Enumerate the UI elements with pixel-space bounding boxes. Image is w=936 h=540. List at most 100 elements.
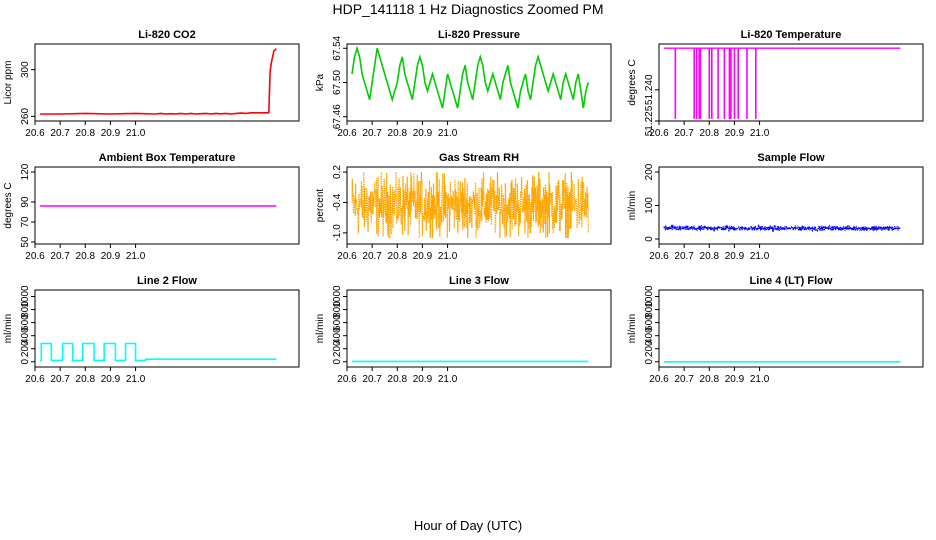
x-tick-label: 20.9 (413, 251, 433, 262)
y-tick-label: 70 (20, 216, 31, 228)
x-tick-label: 21.0 (438, 374, 458, 385)
panel-4: Ambient Box Temperature 20.6 20.7 20.8 20.9 2… (3, 152, 300, 262)
y-tick-label: 200 (20, 340, 31, 357)
y-axis-label: kPa (315, 73, 326, 91)
panel-title: Ambient Box Temperature (99, 152, 236, 164)
x-tick-label: 20.7 (50, 251, 70, 262)
x-tick-label: 21.0 (438, 251, 458, 262)
y-tick-label: 400 (644, 327, 655, 344)
x-tick-label: 20.8 (700, 374, 720, 385)
y-tick-label: 800 (644, 301, 655, 318)
x-tick-label: 20.9 (725, 128, 745, 139)
x-tick-label: 20.6 (649, 374, 669, 385)
y-tick-label: 1000 (644, 285, 655, 308)
x-tick-label: 20.7 (50, 128, 70, 139)
x-tick-label: 20.9 (413, 374, 433, 385)
x-tick-label: 20.6 (25, 251, 45, 262)
y-axis-label: ml/min (3, 314, 14, 343)
x-tick-label: 21.0 (750, 128, 770, 139)
x-tick-label: 20.6 (337, 374, 357, 385)
x-tick-label: 20.8 (700, 251, 720, 262)
y-axis-label: ml/min (315, 314, 326, 343)
plot-frame (346, 166, 612, 245)
y-tick-label: 1000 (332, 285, 343, 308)
x-tick-label: 20.8 (76, 251, 96, 262)
y-tick-label: 120 (20, 163, 31, 180)
x-tick-label: 21.0 (750, 374, 770, 385)
y-tick-label: 0 (20, 359, 31, 365)
plot-frame (658, 289, 924, 368)
x-axis-label: Hour of Day (UTC) (413, 518, 523, 533)
y-tick-label: 260 (20, 108, 31, 125)
x-tick-label: 20.8 (76, 128, 96, 139)
x-tick-label: 20.6 (25, 128, 45, 139)
y-axis-label: percent (315, 189, 326, 223)
panel-8: Line 3 Flow 20.6 20.7 20.8 20.9 21.0 0 20040060… (315, 275, 612, 385)
x-tick-label: 20.7 (674, 128, 694, 139)
panel-7: Line 2 Flow 20.6 20.7 20.8 20.9 21.0 0 20040060… (3, 275, 300, 385)
plot-frame (346, 289, 612, 368)
series-line (351, 172, 589, 238)
panel-title: Li-820 Pressure (438, 29, 520, 41)
x-tick-label: 20.7 (674, 251, 694, 262)
y-tick-label: 400 (332, 327, 343, 344)
y-tick-label: -0.4 (332, 193, 343, 211)
y-tick-label: 67.50 (332, 70, 343, 95)
y-tick-label: 67.54 (332, 35, 343, 60)
series-line (663, 223, 901, 233)
x-tick-label: 20.9 (413, 128, 433, 139)
panel-title: Li-820 Temperature (741, 29, 842, 41)
plot-frame (658, 43, 924, 122)
panel-title: Line 4 (LT) Flow (750, 275, 833, 287)
x-tick-label: 20.8 (388, 251, 408, 262)
y-tick-label: 0 (332, 359, 343, 365)
panel-9: Line 4 (LT) Flow 20.6 20.7 20.8 20.9 21.0 0 200… (627, 275, 924, 385)
x-tick-label: 20.7 (362, 374, 382, 385)
panel-title: Line 2 Flow (137, 275, 197, 287)
y-tick-label: 400 (20, 327, 31, 344)
panel-1: Li-820 CO2 20.6 20.7 20.8 20.9 21.0 260 300 Lico… (3, 29, 300, 139)
x-tick-label: 20.6 (25, 374, 45, 385)
x-tick-label: 20.8 (76, 374, 96, 385)
y-tick-label: 50 (20, 236, 31, 248)
panel-title: Sample Flow (757, 152, 825, 164)
x-tick-label: 21.0 (126, 251, 146, 262)
x-tick-label: 21.0 (126, 374, 146, 385)
y-tick-label: 200 (644, 340, 655, 357)
x-tick-label: 20.8 (388, 374, 408, 385)
y-axis-label: ml/min (627, 191, 638, 220)
figure-title: HDP_141118 1 Hz Diagnostics Zoomed PM (332, 1, 604, 17)
y-tick-label: 67.46 (332, 104, 343, 129)
x-tick-label: 20.6 (337, 251, 357, 262)
x-tick-label: 20.7 (362, 128, 382, 139)
y-axis-label: degrees C (627, 59, 638, 105)
series-line (40, 342, 277, 362)
x-tick-label: 20.8 (700, 128, 720, 139)
x-tick-label: 20.8 (388, 128, 408, 139)
y-tick-label: -1.0 (332, 224, 343, 242)
y-tick-label: 0 (644, 359, 655, 365)
y-tick-label: 0 (644, 236, 655, 242)
y-tick-label: 300 (20, 61, 31, 78)
panel-title: Gas Stream RH (439, 152, 519, 164)
y-axis-label: ml/min (627, 314, 638, 343)
x-tick-label: 20.9 (101, 251, 121, 262)
y-tick-label: 100 (644, 197, 655, 214)
x-tick-label: 20.7 (362, 251, 382, 262)
x-tick-label: 20.9 (725, 374, 745, 385)
x-tick-label: 20.7 (50, 374, 70, 385)
y-axis-label: degrees C (3, 182, 14, 228)
x-tick-label: 20.7 (674, 374, 694, 385)
plot-frame (34, 289, 300, 368)
x-tick-label: 21.0 (750, 251, 770, 262)
plot-frame (658, 166, 924, 245)
panel-6: Sample Flow 20.6 20.7 20.8 20.9 21.0 0 100 200 ml… (627, 152, 924, 262)
x-tick-label: 20.9 (101, 374, 121, 385)
series-line (40, 48, 277, 115)
y-tick-label: 800 (332, 301, 343, 318)
x-tick-label: 20.9 (725, 251, 745, 262)
y-tick-label: 600 (20, 314, 31, 331)
x-tick-label: 20.6 (337, 128, 357, 139)
y-tick-label: 600 (644, 314, 655, 331)
x-tick-label: 20.6 (649, 251, 669, 262)
